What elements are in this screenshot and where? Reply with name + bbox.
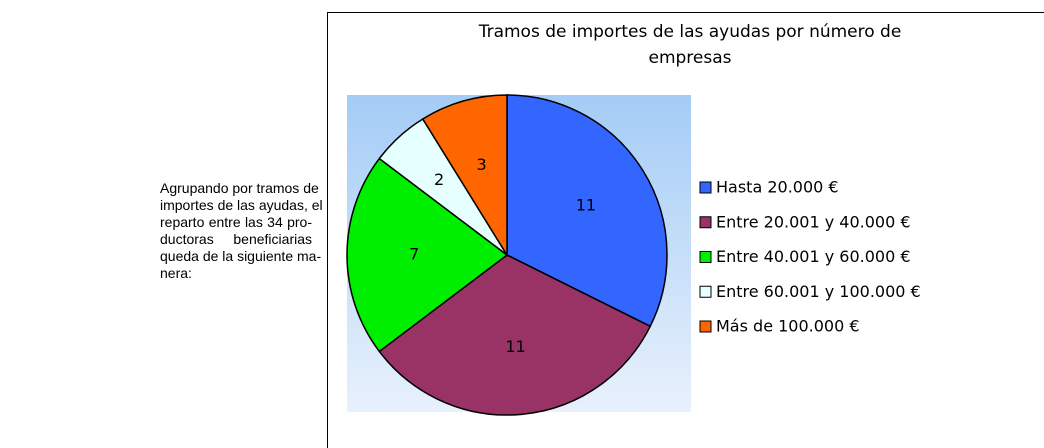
pie-slice [378,254,652,416]
pie-slice [506,94,668,328]
data-label: 11 [576,196,596,215]
data-label: 11 [505,337,525,356]
legend-label: Hasta 20.000 € [716,178,839,197]
legend-label: Entre 20.001 y 40.000 € [716,212,911,231]
legend-swatch [699,320,712,333]
paragraph-line: importes de las ayudas, el [160,197,323,213]
legend-swatch [699,216,712,229]
chart-title: empresas [648,48,731,68]
legend-label: Entre 60.001 y 100.000 € [716,282,921,301]
paragraph-line: ductoras beneficiarias [160,231,312,247]
data-label: 3 [477,155,487,174]
data-label: 2 [434,170,444,189]
chart-title: Tramos de importes de las ayudas por núm… [478,22,902,42]
paragraph-line: Agrupando por tramos de [160,180,319,196]
paragraph: Agrupando por tramos de importes de las a… [160,180,323,282]
legend-label: Más de 100.000 € [716,317,860,336]
pie-slice [421,94,508,258]
legend-label: Entre 40.001 y 60.000 € [716,247,911,266]
paragraph-line: queda de la siguiente ma- [160,248,322,264]
paragraph-line: nera: [160,265,192,281]
legend-swatch [699,181,712,194]
data-label: 7 [409,245,419,264]
pie-slice [346,157,509,353]
paragraph-line: reparto entre las 34 pro- [160,214,312,230]
chart-frame [327,12,1044,448]
legend-swatch [699,251,712,263]
legend-swatch [699,285,712,298]
